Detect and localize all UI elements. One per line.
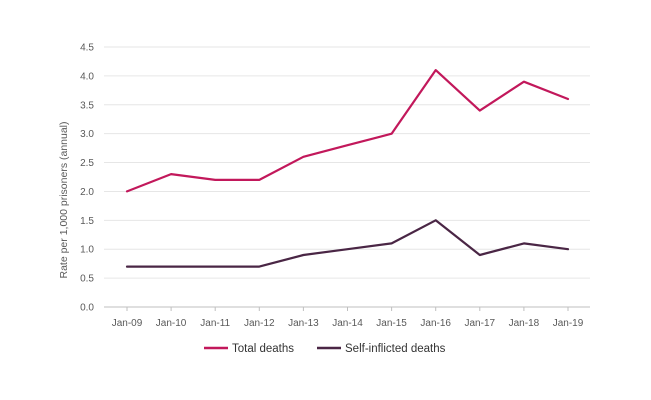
y-tick-label: 0.5 <box>80 274 94 285</box>
x-tick-label: Jan-15 <box>376 318 407 329</box>
y-tick-label: 4.0 <box>80 71 94 82</box>
y-tick-label: 1.5 <box>80 216 94 227</box>
y-axis-ticks: 0.0 0.5 1.0 1.5 2.0 2.5 3.0 3.5 4.0 4.5 <box>80 43 94 314</box>
x-tick-label: Jan-16 <box>420 318 451 329</box>
y-tick-label: 3.0 <box>80 129 94 140</box>
y-tick-label: 2.0 <box>80 187 94 198</box>
x-tick-label: Jan-17 <box>465 318 496 329</box>
x-tick-label: Jan-14 <box>332 318 363 329</box>
x-tick-label: Jan-19 <box>553 318 584 329</box>
legend: Total deaths Self-inflicted deaths <box>204 343 446 355</box>
x-tick-label: Jan-18 <box>509 318 540 329</box>
y-tick-label: 4.5 <box>80 43 94 54</box>
x-tick-label: Jan-11 <box>200 318 230 329</box>
y-axis-label: Rate per 1,000 prisoners (annual) <box>58 121 70 278</box>
x-tick-label: Jan-10 <box>156 318 187 329</box>
y-tick-label: 2.5 <box>80 158 94 169</box>
x-tick-label: Jan-13 <box>288 318 319 329</box>
y-tick-label: 3.5 <box>80 100 94 111</box>
gridlines <box>104 46 590 279</box>
y-tick-label: 0.0 <box>80 303 94 314</box>
legend-item: Self-inflicted deaths <box>317 343 446 355</box>
x-tick-label: Jan-12 <box>244 318 275 329</box>
legend-label: Self-inflicted deaths <box>345 343 446 355</box>
series-line-1 <box>125 219 570 268</box>
legend-label: Total deaths <box>232 343 294 355</box>
x-tick-label: Jan-09 <box>112 318 143 329</box>
series-lines <box>125 68 570 268</box>
series-line-0 <box>125 68 570 193</box>
x-axis-ticks: Jan-09 Jan-10 Jan-11 Jan-12 Jan-13 Jan-14 Jan-… <box>112 307 584 329</box>
legend-item: Total deaths <box>204 343 294 355</box>
y-tick-label: 1.0 <box>80 245 94 256</box>
